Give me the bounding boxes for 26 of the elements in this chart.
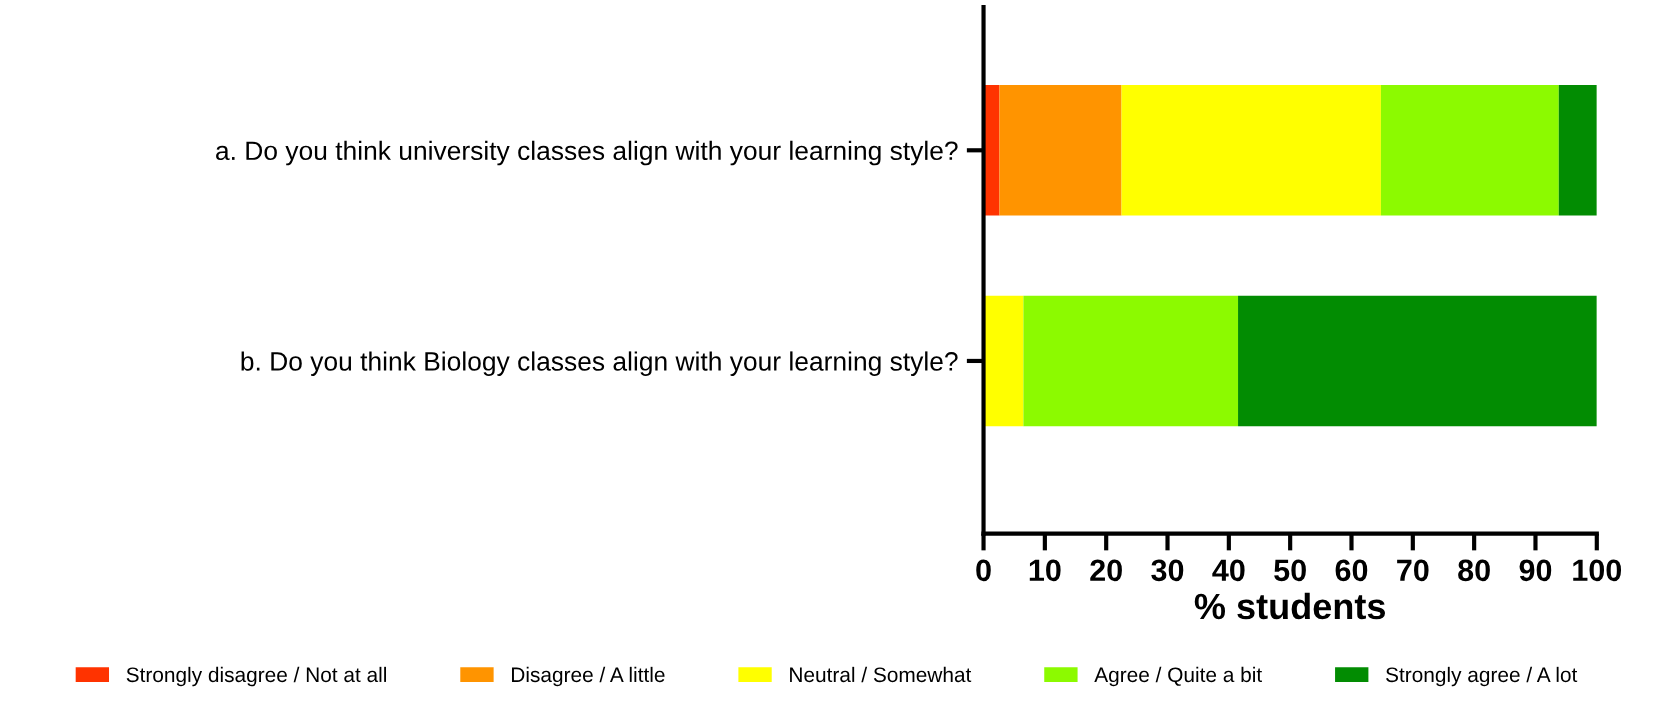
x-tick-label: 90 [1519, 559, 1552, 582]
y-tick-label: b. Do you think Biology classes align with your learning style? [241, 351, 958, 376]
x-tick-label: 100 [1573, 559, 1622, 582]
bar [999, 84, 1122, 216]
legend-label: Strongly disagree / Not at all [126, 666, 386, 687]
bar [1121, 84, 1381, 216]
x-tick-label: 0 [976, 559, 991, 582]
legend-label: Neutral / Somewhat [790, 666, 972, 683]
x-tick-label: 30 [1151, 559, 1184, 582]
legend-label: Agree / Quite a bit [1094, 666, 1263, 687]
legend-label: Disagree / A little [512, 666, 665, 687]
x-tick-label: 70 [1397, 559, 1429, 582]
bar [983, 295, 1024, 427]
x-axis-title: % students [1194, 592, 1385, 620]
x-tick-label: 80 [1458, 559, 1490, 582]
x-tick-label: 50 [1274, 559, 1306, 582]
bar [1380, 84, 1559, 216]
bar [1558, 84, 1597, 216]
y-tick-label: a. Do you think university classes align with your learning style? [216, 140, 958, 166]
x-tick-label: 20 [1090, 559, 1122, 582]
bar [1023, 295, 1239, 427]
legend-label: Strongly agree / A lot [1386, 666, 1578, 687]
x-tick-label: 60 [1335, 559, 1368, 582]
x-tick-label: 10 [1029, 559, 1061, 582]
bar [1238, 295, 1597, 427]
x-tick-label: 40 [1212, 559, 1245, 582]
